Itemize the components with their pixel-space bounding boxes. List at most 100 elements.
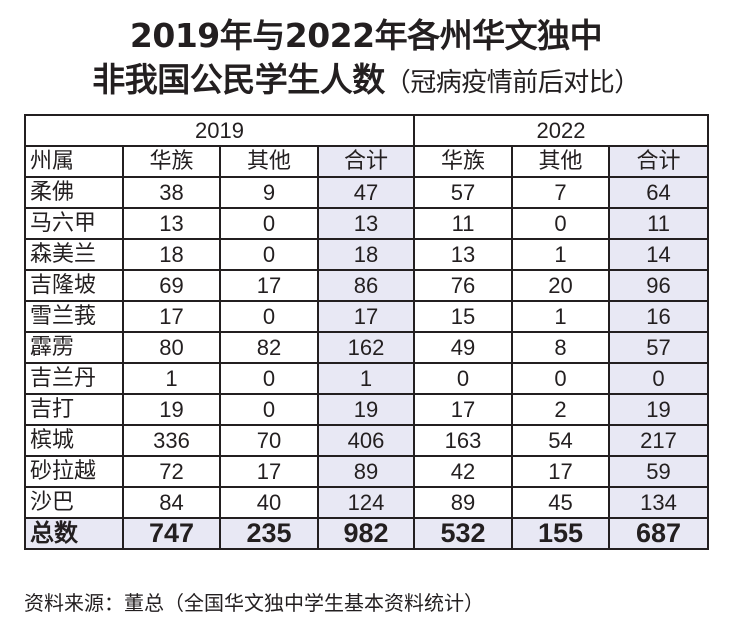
state-cell: 吉兰丹 bbox=[24, 362, 124, 395]
table-row: 吉打 19 0 19 17 2 19 bbox=[24, 393, 710, 426]
2022-others-cell: 1 bbox=[511, 300, 611, 333]
2019-chinese-cell: 1 bbox=[122, 362, 221, 395]
2022-others-cell: 17 bbox=[511, 455, 611, 488]
table-row: 吉隆坡 69 17 86 76 20 96 bbox=[24, 269, 710, 302]
2019-total-cell: 17 bbox=[316, 300, 416, 333]
2022-total-cell: 19 bbox=[608, 393, 710, 426]
table-row: 沙巴 84 40 124 89 45 134 bbox=[24, 486, 710, 519]
state-cell: 雪兰莪 bbox=[24, 300, 124, 333]
2022-total-cell: 0 bbox=[608, 362, 710, 395]
state-cell: 砂拉越 bbox=[24, 455, 124, 488]
2019-chinese-cell: 18 bbox=[122, 238, 221, 271]
table-row: 吉兰丹 1 0 1 0 0 0 bbox=[24, 362, 710, 395]
2022-chinese-cell: 15 bbox=[413, 300, 514, 333]
year-2022-header: 2022 bbox=[413, 114, 710, 147]
2019-total-cell: 124 bbox=[316, 486, 416, 519]
2019-total-cell: 89 bbox=[316, 455, 416, 488]
2019-chinese-cell: 13 bbox=[122, 207, 221, 240]
2022-chinese-header: 华族 bbox=[413, 145, 514, 178]
2022-chinese-cell: 76 bbox=[413, 269, 514, 302]
2022-chinese-cell: 42 bbox=[413, 455, 514, 488]
year-header-row: 2019 2022 bbox=[23, 114, 710, 147]
total-2019-total: 982 bbox=[316, 517, 416, 550]
2019-chinese-cell: 336 bbox=[122, 424, 221, 457]
2019-others-cell: 0 bbox=[219, 238, 319, 271]
state-cell: 马六甲 bbox=[24, 207, 124, 240]
2022-total-cell: 59 bbox=[608, 455, 710, 488]
2019-chinese-cell: 19 bbox=[122, 393, 221, 426]
2019-others-cell: 70 bbox=[219, 424, 319, 457]
2022-total-cell: 57 bbox=[608, 331, 710, 364]
student-stats-table: 2019 2022 州属 华族 其他 合计 华族 其他 合计 柔佛 38 9 47 57… bbox=[23, 114, 710, 550]
2022-total-cell: 16 bbox=[608, 300, 710, 333]
2019-others-cell: 40 bbox=[219, 486, 319, 519]
table-row: 森美兰 18 0 18 13 1 14 bbox=[24, 238, 710, 271]
total-2022-chinese: 532 bbox=[413, 517, 514, 550]
source-note: 资料来源：董总（全国华文独中学生基本资料统计） bbox=[24, 591, 484, 615]
2019-chinese-cell: 17 bbox=[122, 300, 221, 333]
table-row: 雪兰莪 17 0 17 15 1 16 bbox=[24, 300, 710, 333]
2019-others-cell: 0 bbox=[219, 300, 319, 333]
2022-others-cell: 0 bbox=[511, 362, 611, 395]
2019-others-cell: 0 bbox=[219, 362, 319, 395]
2019-total-cell: 19 bbox=[316, 393, 416, 426]
page-title-line2: 非我国公民学生人数（冠病疫情前后对比） bbox=[0, 60, 732, 103]
page-title-line1: 2019年与2022年各州华文独中 bbox=[129, 16, 603, 55]
2022-total-cell: 134 bbox=[608, 486, 710, 519]
2022-others-cell: 1 bbox=[511, 238, 611, 271]
table-row: 砂拉越 72 17 89 42 17 59 bbox=[24, 455, 710, 488]
2019-total-cell: 47 bbox=[316, 176, 416, 209]
state-column-header: 州属 bbox=[24, 145, 124, 178]
title-subtitle: （冠病疫情前后对比） bbox=[384, 68, 641, 98]
2019-others-cell: 0 bbox=[219, 207, 319, 240]
state-cell: 吉隆坡 bbox=[24, 269, 124, 302]
table-row: 霹雳 80 82 162 49 8 57 bbox=[24, 331, 710, 364]
2019-others-header: 其他 bbox=[219, 145, 319, 178]
2022-others-cell: 20 bbox=[511, 269, 611, 302]
column-header-row: 州属 华族 其他 合计 华族 其他 合计 bbox=[24, 145, 710, 178]
table-row: 槟城 336 70 406 163 54 217 bbox=[24, 424, 710, 457]
2019-chinese-header: 华族 bbox=[122, 145, 221, 178]
2022-chinese-cell: 57 bbox=[413, 176, 514, 209]
2019-total-cell: 406 bbox=[316, 424, 416, 457]
year-2019-header: 2019 bbox=[23, 114, 416, 147]
2019-others-cell: 0 bbox=[219, 393, 319, 426]
2022-others-cell: 0 bbox=[511, 207, 611, 240]
2022-others-header: 其他 bbox=[511, 145, 611, 178]
2019-total-cell: 13 bbox=[316, 207, 416, 240]
2019-total-cell: 162 bbox=[316, 331, 416, 364]
title-main: 非我国公民学生人数 bbox=[92, 60, 385, 99]
2019-chinese-cell: 72 bbox=[122, 455, 221, 488]
table-row: 马六甲 13 0 13 11 0 11 bbox=[24, 207, 710, 240]
total-2019-chinese: 747 bbox=[122, 517, 221, 550]
state-cell: 沙巴 bbox=[24, 486, 124, 519]
2022-total-header: 合计 bbox=[608, 145, 710, 178]
2022-total-cell: 96 bbox=[608, 269, 710, 302]
2022-total-cell: 14 bbox=[608, 238, 710, 271]
2019-chinese-cell: 84 bbox=[122, 486, 221, 519]
2019-total-cell: 18 bbox=[316, 238, 416, 271]
2019-total-cell: 86 bbox=[316, 269, 416, 302]
table-row: 柔佛 38 9 47 57 7 64 bbox=[24, 176, 710, 209]
totals-label: 总数 bbox=[24, 517, 124, 550]
2019-total-header: 合计 bbox=[316, 145, 416, 178]
total-2022-others: 155 bbox=[511, 517, 611, 550]
2022-others-cell: 7 bbox=[511, 176, 611, 209]
2022-chinese-cell: 13 bbox=[413, 238, 514, 271]
total-2022-total: 687 bbox=[608, 517, 710, 550]
2022-others-cell: 2 bbox=[511, 393, 611, 426]
2019-others-cell: 9 bbox=[219, 176, 319, 209]
2022-others-cell: 8 bbox=[511, 331, 611, 364]
2019-others-cell: 17 bbox=[219, 455, 319, 488]
state-cell: 吉打 bbox=[24, 393, 124, 426]
2022-chinese-cell: 49 bbox=[413, 331, 514, 364]
totals-row: 总数 747 235 982 532 155 687 bbox=[24, 517, 710, 550]
2019-chinese-cell: 80 bbox=[122, 331, 221, 364]
total-2019-others: 235 bbox=[219, 517, 319, 550]
2022-chinese-cell: 89 bbox=[413, 486, 514, 519]
2022-total-cell: 217 bbox=[608, 424, 710, 457]
2019-others-cell: 82 bbox=[219, 331, 319, 364]
2022-chinese-cell: 17 bbox=[413, 393, 514, 426]
2022-chinese-cell: 11 bbox=[413, 207, 514, 240]
2019-chinese-cell: 69 bbox=[122, 269, 221, 302]
